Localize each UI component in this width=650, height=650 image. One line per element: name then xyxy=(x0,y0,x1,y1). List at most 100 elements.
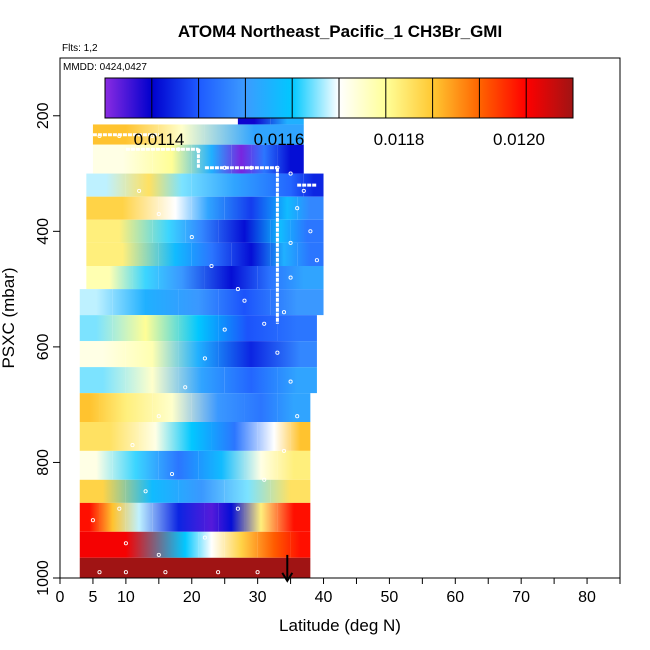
heatmap-cell xyxy=(270,242,298,266)
colorbar-tick-label: 0.0116 xyxy=(254,130,305,149)
dates-note: MMDD: 0424,0427 xyxy=(63,62,147,73)
flight-marker xyxy=(301,188,306,193)
heatmap-cell xyxy=(290,422,311,451)
flight-marker xyxy=(216,570,221,575)
flight-marker xyxy=(295,414,300,419)
flight-marker xyxy=(176,147,181,152)
flight-marker xyxy=(222,165,227,170)
colorbar-tick-label: 0.0114 xyxy=(134,130,185,149)
heatmap-cell xyxy=(99,393,153,422)
colorbar-tick-labels: 0.0114 0.0116 0.0118 0.0120 xyxy=(134,130,545,149)
flight-marker xyxy=(137,188,142,193)
heatmap-cell xyxy=(152,502,205,532)
heatmap-cell xyxy=(152,393,192,422)
flight-marker xyxy=(163,570,168,575)
heatmap-cell xyxy=(99,502,126,532)
heatmap-cell xyxy=(158,266,205,290)
heatmap-cell xyxy=(204,124,304,145)
heatmap-cell xyxy=(277,196,298,220)
heatmap-cell xyxy=(79,341,126,368)
flight-marker xyxy=(202,535,207,540)
heatmap-cell xyxy=(224,531,258,558)
heatmap-cell xyxy=(172,531,199,558)
plot-frame xyxy=(59,57,621,579)
heatmap-cell xyxy=(125,341,179,368)
flight-marker xyxy=(281,310,287,315)
heatmap-cell xyxy=(224,196,278,220)
flight-marker xyxy=(97,133,102,139)
heatmap-cell xyxy=(290,219,324,243)
heatmap-cell xyxy=(191,173,278,197)
heatmap-cell xyxy=(79,557,311,578)
heatmap-cell xyxy=(79,450,113,480)
x-tick-label: 20 xyxy=(183,589,201,606)
heatmap-cell xyxy=(270,479,311,503)
flight-marker xyxy=(123,541,128,546)
heatmap-cell xyxy=(277,144,304,174)
heatmap-cell xyxy=(79,367,126,394)
heatmap-cell xyxy=(224,479,271,503)
arrow-head xyxy=(281,572,294,583)
heatmap-cell xyxy=(172,422,212,451)
flight-marker xyxy=(262,321,267,326)
heatmap-cell xyxy=(86,173,126,197)
heatmap-cell xyxy=(86,242,159,266)
heatmap-cell xyxy=(178,479,225,503)
heatmap-cell xyxy=(86,219,153,243)
flight-marker xyxy=(288,171,293,176)
flight-marker xyxy=(202,356,207,361)
flight-marker xyxy=(308,229,313,234)
heatmap-cell xyxy=(277,315,317,342)
flight-marker xyxy=(295,206,300,211)
x-axis: 0 5 10 20 30 40 50 60 70 80 xyxy=(56,578,621,606)
x-tick-label: 50 xyxy=(381,589,399,606)
flight-marker xyxy=(90,518,95,523)
heatmap-cell xyxy=(79,479,126,503)
heatmap-cell xyxy=(244,502,278,532)
heatmap-cell xyxy=(257,266,284,290)
x-tick-label: 0 xyxy=(56,589,65,606)
flight-marker xyxy=(262,477,267,482)
chart-title: ATOM4 Northeast_Pacific_1 CH3Br_GMI xyxy=(178,22,502,41)
heatmap-cell xyxy=(224,367,278,394)
heatmap-cell xyxy=(139,422,172,451)
heatmap-cell xyxy=(211,422,258,451)
heatmap-cell xyxy=(79,315,113,342)
flight-marker xyxy=(123,570,128,575)
heatmap-cell xyxy=(204,502,219,532)
heatmap-cell xyxy=(79,502,100,532)
heatmap-cell xyxy=(132,266,159,290)
x-tick-label: 30 xyxy=(249,589,267,606)
flight-marker xyxy=(156,414,161,419)
heatmap-cell xyxy=(178,341,219,368)
flight-marker xyxy=(183,385,188,390)
flight-marker xyxy=(288,275,293,280)
x-tick-label: 5 xyxy=(88,589,97,606)
heatmap-cell xyxy=(290,531,311,558)
y-tick-label: 200 xyxy=(35,102,52,129)
heatmap-cell xyxy=(172,173,192,197)
heatmap-cell xyxy=(79,422,140,451)
x-tick-label: 80 xyxy=(578,589,596,606)
flight-marker xyxy=(235,287,240,292)
flight-marker xyxy=(189,235,194,240)
y-tick-label: 800 xyxy=(35,449,52,476)
heatmap-cell xyxy=(191,242,232,266)
colorbar-tick-label: 0.0118 xyxy=(374,130,425,149)
heatmap-cell xyxy=(125,479,179,503)
heatmap-cell xyxy=(277,367,317,394)
flight-marker xyxy=(209,263,214,269)
flight-marker xyxy=(275,350,280,355)
heatmap-cell xyxy=(270,219,291,243)
flight-marker xyxy=(242,298,247,303)
flight-marker xyxy=(288,240,293,245)
y-tick-label: 600 xyxy=(35,333,52,360)
heatmap-cell xyxy=(244,450,278,480)
heatmap-cell xyxy=(178,289,219,316)
y-tick-label: 400 xyxy=(35,218,52,245)
flight-marker xyxy=(156,552,161,557)
flight-marker xyxy=(222,327,227,332)
heatmap-cell xyxy=(218,341,284,368)
flight-marker xyxy=(117,506,122,511)
